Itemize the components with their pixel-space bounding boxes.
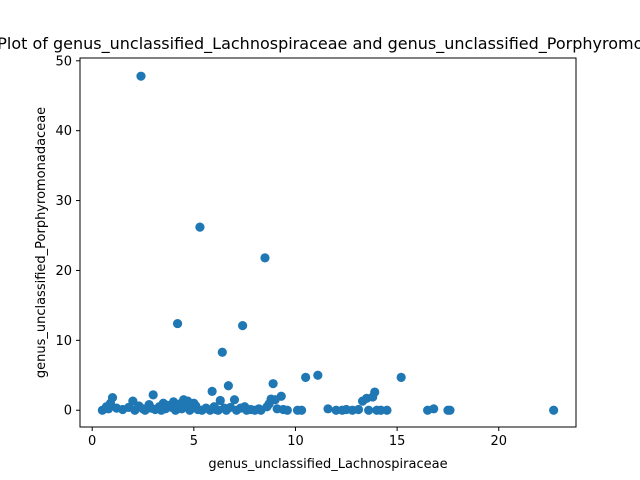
data-point: [223, 381, 233, 391]
data-point: [396, 372, 406, 382]
data-point: [382, 405, 392, 415]
data-point: [148, 390, 158, 400]
data-point: [282, 405, 292, 415]
plot-frame: [79, 57, 577, 428]
y-tick-label: 30: [55, 194, 72, 209]
x-tick-label: 10: [287, 434, 304, 449]
x-tick-label: 0: [88, 434, 96, 449]
y-tick-label: 40: [55, 124, 72, 139]
data-point: [429, 404, 439, 414]
x-axis-label: genus_unclassified_Lachnospiraceae: [208, 457, 447, 472]
data-point: [260, 253, 270, 263]
y-tick-label: 10: [55, 334, 72, 349]
data-point: [364, 405, 374, 415]
data-point: [195, 222, 205, 232]
y-tick-label: 50: [55, 54, 72, 69]
data-point: [268, 379, 278, 389]
data-point: [353, 404, 364, 415]
data-point: [264, 399, 274, 409]
data-point: [323, 404, 333, 414]
y-tick-label: 20: [55, 264, 72, 279]
data-point: [357, 396, 368, 406]
data-point: [136, 71, 146, 81]
x-tick-label: 15: [389, 434, 406, 449]
x-tick-label: 5: [190, 434, 198, 449]
data-point: [549, 405, 559, 415]
data-point: [217, 347, 227, 357]
y-axis: 0 10 20 30 40 50: [55, 54, 80, 419]
chart-title: Scatter Plot of genus_unclassified_Lachn…: [0, 34, 640, 54]
data-point: [215, 395, 225, 406]
x-axis: 0 5 10 15 20: [88, 427, 507, 449]
data-point: [296, 405, 307, 415]
data-point: [238, 321, 248, 331]
points-layer: [97, 71, 559, 415]
data-point: [368, 392, 378, 402]
data-point: [445, 405, 455, 415]
y-axis-label: genus_unclassified_Porphyromonadaceae: [34, 107, 49, 378]
data-point: [301, 372, 311, 382]
x-tick-label: 20: [490, 434, 507, 449]
y-tick-label: 0: [64, 404, 72, 419]
data-point: [313, 370, 323, 380]
data-point: [207, 386, 217, 396]
data-point: [229, 395, 240, 405]
data-point: [172, 318, 183, 329]
